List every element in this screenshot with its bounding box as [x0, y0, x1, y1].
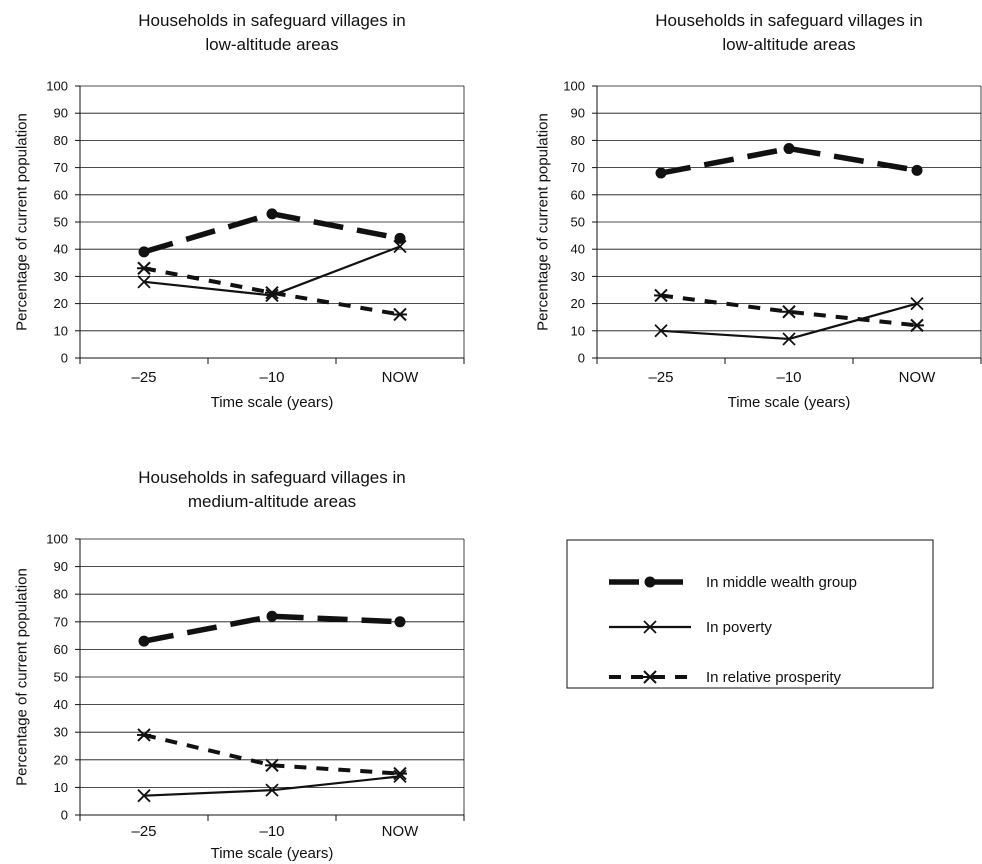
data-point-prosperity	[393, 766, 407, 781]
chart-low-altitude-2: Households in safeguard villages in low-a…	[535, 11, 982, 411]
y-tick-label: 80	[571, 133, 585, 148]
data-point-middle	[655, 167, 667, 179]
y-tick-label: 100	[563, 79, 585, 94]
data-point-poverty	[654, 324, 668, 338]
data-point-poverty	[393, 239, 407, 254]
data-point-middle	[138, 635, 150, 647]
y-axis-label: Percentage of current population	[14, 113, 31, 331]
data-point-prosperity	[137, 728, 151, 742]
data-point-middle	[266, 610, 278, 622]
chart-title: Households in safeguard villages in	[138, 11, 405, 30]
legend-label-poverty: In poverty	[706, 619, 772, 636]
series-line-poverty	[143, 245, 401, 297]
legend-marker-prosperity	[643, 670, 657, 684]
chart-title: Households in safeguard villages in	[655, 11, 922, 30]
x-tick-label: –10	[776, 369, 801, 386]
y-tick-label: 0	[578, 351, 585, 366]
y-tick-label: 70	[571, 160, 585, 175]
y-tick-label: 20	[571, 296, 585, 311]
chart-title: medium-altitude areas	[188, 492, 356, 511]
data-point-prosperity	[137, 261, 151, 275]
x-tick-label: –10	[259, 369, 284, 386]
chart-title: Households in safeguard villages in	[138, 468, 405, 487]
data-point-poverty	[782, 332, 796, 346]
y-tick-label: 30	[54, 269, 68, 284]
y-axis-label: Percentage of current population	[14, 568, 31, 786]
y-tick-label: 80	[54, 133, 68, 148]
series-line-poverty	[660, 302, 918, 341]
data-point-poverty	[137, 789, 151, 803]
y-tick-label: 10	[54, 780, 68, 795]
data-point-middle	[138, 246, 150, 258]
y-tick-label: 40	[571, 242, 585, 257]
y-tick-label: 0	[61, 351, 68, 366]
legend-box	[566, 539, 934, 689]
data-point-poverty	[265, 783, 279, 797]
y-tick-label: 50	[54, 215, 68, 230]
y-tick-label: 30	[571, 269, 585, 284]
legend-label-middle: In middle wealth group	[706, 574, 857, 591]
y-tick-label: 20	[54, 296, 68, 311]
x-tick-label: NOW	[382, 369, 420, 386]
y-tick-label: 10	[571, 323, 585, 338]
y-tick-label: 20	[54, 752, 68, 767]
data-point-middle	[911, 164, 923, 176]
y-axis-label: Percentage of current population	[535, 113, 552, 331]
y-tick-label: 30	[54, 725, 68, 740]
data-point-poverty	[393, 769, 407, 783]
chart-low-altitude-1: Households in safeguard villages in low-a…	[14, 11, 465, 411]
data-point-prosperity	[265, 286, 279, 300]
y-tick-label: 0	[61, 808, 68, 823]
y-tick-label: 50	[571, 215, 585, 230]
x-tick-label: –25	[648, 369, 673, 386]
y-tick-label: 90	[54, 559, 68, 574]
data-point-poverty	[137, 275, 151, 289]
chart-medium-altitude: Households in safeguard villages in mediu…	[14, 468, 465, 862]
series-line-poverty	[143, 775, 401, 797]
data-point-poverty	[910, 296, 924, 311]
y-tick-label: 70	[54, 160, 68, 175]
x-tick-label: –25	[131, 369, 156, 386]
y-tick-label: 40	[54, 697, 68, 712]
y-tick-label: 10	[54, 323, 68, 338]
data-point-middle	[783, 143, 795, 155]
y-tick-label: 90	[54, 106, 68, 121]
legend-marker-poverty	[643, 620, 657, 634]
series-line-prosperity	[143, 733, 401, 776]
y-tick-label: 40	[54, 242, 68, 257]
data-point-prosperity	[265, 758, 279, 773]
x-axis-label: Time scale (years)	[211, 394, 334, 411]
x-tick-label: –10	[259, 823, 284, 840]
y-tick-label: 80	[54, 587, 68, 602]
y-tick-label: 100	[46, 532, 68, 547]
data-point-prosperity	[654, 288, 668, 303]
chart-title: low-altitude areas	[205, 35, 338, 54]
data-point-middle	[394, 616, 406, 628]
x-tick-label: –25	[131, 823, 156, 840]
x-axis-label: Time scale (years)	[728, 394, 851, 411]
y-tick-label: 100	[46, 79, 68, 94]
data-point-prosperity	[910, 318, 924, 333]
legend: In middle wealth group In poverty In relat…	[566, 539, 934, 689]
data-point-prosperity	[393, 307, 407, 322]
y-tick-label: 50	[54, 670, 68, 685]
series-line-middle	[143, 211, 401, 255]
y-tick-label: 60	[571, 187, 585, 202]
legend-marker-middle	[644, 576, 656, 588]
data-point-middle	[266, 208, 278, 220]
x-axis-label: Time scale (years)	[211, 845, 334, 862]
chart-title: low-altitude areas	[722, 35, 855, 54]
legend-label-prosperity: In relative prosperity	[706, 669, 842, 686]
data-point-prosperity	[782, 305, 796, 319]
y-tick-label: 60	[54, 642, 68, 657]
x-tick-label: NOW	[382, 823, 420, 840]
y-tick-label: 70	[54, 614, 68, 629]
x-tick-label: NOW	[899, 369, 937, 386]
data-point-middle	[394, 232, 406, 244]
y-tick-label: 60	[54, 187, 68, 202]
y-tick-label: 90	[571, 106, 585, 121]
